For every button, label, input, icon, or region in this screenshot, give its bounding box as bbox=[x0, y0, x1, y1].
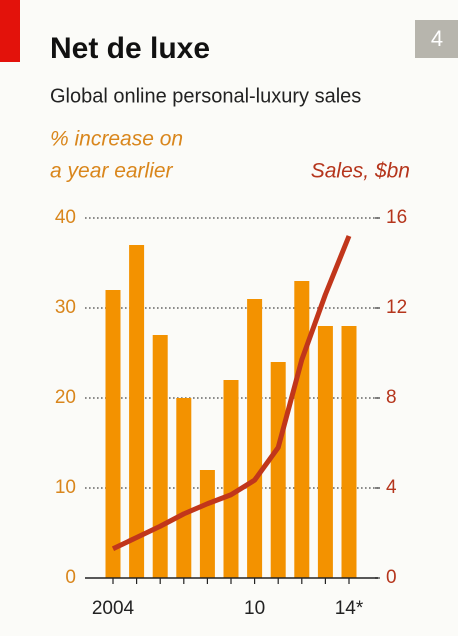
page-number: 4 bbox=[431, 26, 443, 51]
y-tick-label: 10 bbox=[55, 477, 76, 498]
y2-tick-label: 0 bbox=[386, 567, 397, 588]
bar bbox=[223, 380, 239, 578]
y-tick-label: 30 bbox=[55, 297, 76, 318]
y-tick-label: 0 bbox=[65, 567, 76, 588]
bar bbox=[270, 362, 286, 578]
corner-flag bbox=[0, 0, 20, 62]
bar bbox=[176, 398, 192, 578]
x-tick-label: 2004 bbox=[92, 598, 135, 619]
y-axis-label: % increase on bbox=[50, 128, 183, 151]
x-tick-label: 10 bbox=[244, 598, 265, 619]
bar bbox=[294, 281, 310, 578]
bar bbox=[105, 290, 121, 578]
y-tick-label: 40 bbox=[55, 207, 76, 228]
chart-subtitle: Global online personal-luxury sales bbox=[50, 85, 361, 107]
y2-tick-label: 16 bbox=[386, 207, 407, 228]
y2-tick-label: 4 bbox=[386, 477, 397, 498]
bar bbox=[152, 335, 168, 578]
chart-title: Net de luxe bbox=[50, 32, 210, 65]
page-badge bbox=[415, 20, 458, 58]
y-axis-label: a year earlier bbox=[50, 160, 174, 183]
y2-tick-label: 8 bbox=[386, 387, 397, 408]
y-tick-label: 20 bbox=[55, 387, 76, 408]
bar bbox=[199, 470, 215, 578]
y2-tick-label: 12 bbox=[386, 297, 407, 318]
y2-axis-label: Sales, $bn bbox=[311, 160, 410, 183]
line bbox=[111, 235, 352, 552]
x-tick-label: 14* bbox=[335, 598, 364, 619]
bar bbox=[317, 326, 333, 578]
bar bbox=[129, 245, 145, 578]
bar bbox=[341, 326, 357, 578]
bar bbox=[247, 299, 263, 578]
